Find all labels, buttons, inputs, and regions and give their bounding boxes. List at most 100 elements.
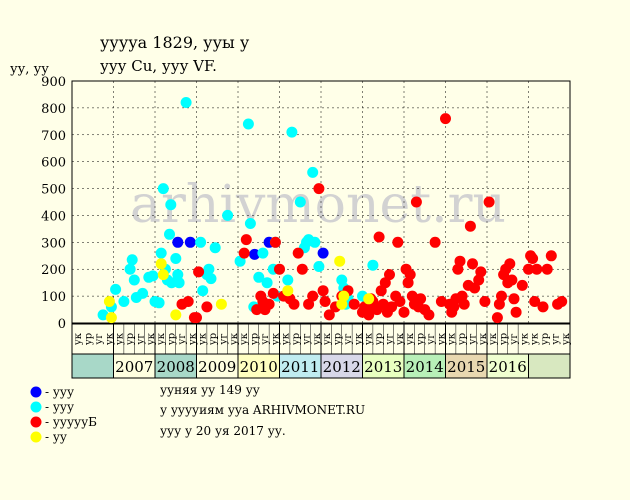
data-point-yellow <box>215 298 227 310</box>
y-tick-label: 0 <box>58 317 66 332</box>
data-point-cyan <box>173 277 185 289</box>
data-point-red <box>483 196 495 208</box>
data-point-cyan <box>234 255 246 267</box>
data-point-red <box>386 301 398 313</box>
year-cell <box>113 353 156 379</box>
quarter-label: ур <box>84 333 95 345</box>
data-point-blue <box>172 236 184 248</box>
year-cell <box>237 353 280 379</box>
data-point-red <box>415 293 427 305</box>
data-point-red <box>292 247 304 259</box>
quarter-label: ук <box>519 332 530 345</box>
data-point-blue <box>317 247 329 259</box>
data-point-cyan <box>282 274 294 286</box>
data-point-red <box>240 234 252 246</box>
quarter-label: ук <box>488 332 499 345</box>
data-point-cyan <box>222 209 234 221</box>
quarter-label: ур <box>250 333 261 345</box>
quarter-label: ук <box>229 332 240 345</box>
data-point-red <box>251 304 263 316</box>
quarter-label: уг <box>177 333 188 344</box>
data-point-red <box>379 277 391 289</box>
data-point-yellow <box>103 296 115 307</box>
data-point-red <box>319 296 331 307</box>
y-axis: 0 100 200 300 400 500 600 700 800 900 <box>41 75 66 332</box>
data-point-red <box>303 298 315 310</box>
quarter-label: ук <box>395 332 406 345</box>
data-point-cyan <box>209 242 221 254</box>
quarter-label: ук <box>530 332 541 345</box>
quarter-label: ур <box>374 333 385 345</box>
data-point-cyan <box>164 228 175 240</box>
quarter-label: ук <box>478 332 489 345</box>
y-tick-label: 500 <box>41 183 66 198</box>
data-point-red <box>440 113 451 125</box>
info-line-source: у ууууиям ууа ARHIVMONET.RU <box>160 403 365 417</box>
year-label: 2015 <box>447 358 485 376</box>
data-point-cyan <box>253 271 265 283</box>
data-point-cyan <box>97 309 109 321</box>
data-point-cyan <box>155 247 167 259</box>
year-cell <box>445 353 488 379</box>
chart-title: ууууа 1829, ууы у <box>100 33 250 52</box>
data-point-red <box>323 309 335 321</box>
legend-marker <box>30 431 42 443</box>
legend-marker <box>30 416 42 428</box>
data-point-cyan <box>203 263 215 275</box>
data-point-red <box>429 236 441 248</box>
y-tick-label: 200 <box>41 263 66 278</box>
data-point-red <box>496 290 507 302</box>
data-point-red <box>458 298 470 310</box>
data-point-yellow <box>334 255 346 267</box>
quarter-label: ур <box>291 333 302 345</box>
quarter-label: ук <box>198 332 209 345</box>
data-point-red <box>504 258 516 270</box>
y-tick-label: 600 <box>41 156 66 171</box>
y-tick-label: 400 <box>41 209 66 224</box>
quarter-label: ук <box>146 332 157 345</box>
quarter-label: ур <box>540 333 551 345</box>
legend-marker <box>30 386 42 398</box>
data-point-red <box>516 279 528 291</box>
data-point-cyan <box>205 273 217 285</box>
quarter-label: ук <box>312 332 323 345</box>
year-cell-right <box>528 353 571 379</box>
data-point-yellow <box>363 293 375 305</box>
quarter-label: ук <box>561 332 572 345</box>
data-point-red <box>510 306 522 318</box>
data-point-cyan <box>124 263 136 275</box>
data-point-yellow <box>282 285 294 297</box>
quarter-label: ур <box>333 333 344 345</box>
legend-label: - ууу <box>45 400 74 414</box>
data-point-cyan <box>128 274 140 286</box>
data-point-cyan <box>153 297 165 309</box>
data-point-cyan <box>242 118 254 130</box>
quarter-label: ук <box>405 332 416 345</box>
year-label: 2011 <box>281 358 319 376</box>
data-point-red <box>527 253 539 264</box>
data-point-cyan <box>307 166 319 178</box>
year-cell <box>486 353 529 379</box>
data-point-cyan <box>197 285 209 297</box>
data-point-cyan <box>147 270 159 282</box>
quarter-label: ук <box>187 332 198 345</box>
data-point-red <box>556 296 568 307</box>
data-point-red <box>307 290 319 302</box>
data-point-red <box>404 269 416 281</box>
quarter-label: ук <box>115 332 126 345</box>
y-tick-label: 900 <box>41 75 66 90</box>
data-point-red <box>398 306 410 318</box>
data-point-cyan <box>261 277 273 289</box>
data-point-cyan <box>165 199 177 211</box>
data-point-red <box>348 298 360 310</box>
data-point-red <box>541 263 553 275</box>
data-point-red <box>394 296 406 307</box>
legend: - ууу- ууу- уууууБ- уу <box>30 385 97 444</box>
data-point-cyan <box>313 261 325 272</box>
data-point-red <box>193 266 205 278</box>
quarter-label: ук <box>447 332 458 345</box>
quarter-label: ук <box>104 332 115 345</box>
data-point-red <box>423 309 435 321</box>
